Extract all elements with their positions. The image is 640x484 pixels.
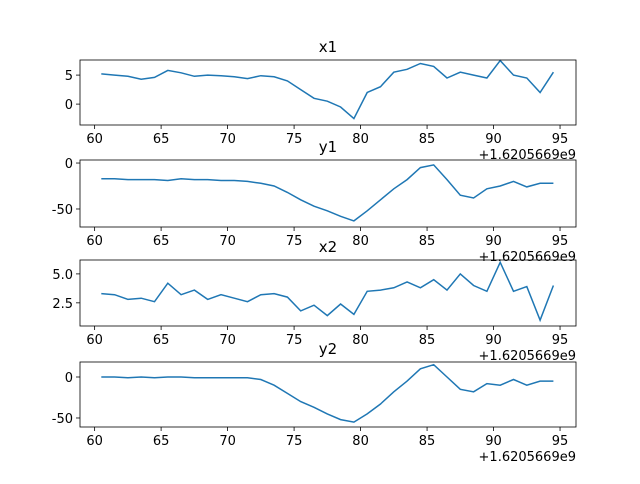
x-tick-label: 80 (352, 234, 369, 249)
y-tick-label: 2.5 (52, 297, 73, 312)
y-tick-label: 0 (65, 371, 73, 386)
x-tick-label: 75 (286, 434, 303, 449)
subplot-title: y1 (319, 138, 337, 156)
x-tick-label: 90 (485, 132, 502, 147)
x-tick-label: 75 (286, 333, 303, 348)
x-tick-label: 95 (552, 132, 569, 147)
x-tick-label: 65 (153, 234, 170, 249)
x-tick-label: 60 (86, 333, 103, 348)
y-tick-label: 0 (65, 98, 73, 113)
x-tick-label: 65 (153, 132, 170, 147)
x-tick-label: 90 (485, 333, 502, 348)
y-tick-label: 0 (65, 157, 73, 172)
x-tick-label: 70 (219, 434, 236, 449)
axes-frame (79, 159, 577, 228)
y-tick-label: 5 (65, 69, 73, 84)
x-tick-label: 80 (352, 132, 369, 147)
x-tick-label: 70 (219, 132, 236, 147)
x-tick-label: 60 (86, 234, 103, 249)
axes-frame (79, 59, 577, 126)
x-tick-label: 75 (286, 132, 303, 147)
x-tick-label: 80 (352, 434, 369, 449)
x-tick-label: 80 (352, 333, 369, 348)
x-offset-label: +1.6205669e9 (479, 450, 576, 465)
y-tick-label: 5.0 (52, 268, 73, 283)
data-line (101, 59, 555, 120)
subplot-title: y2 (319, 340, 337, 358)
axes-frame (79, 361, 577, 428)
x-tick-label: 95 (552, 234, 569, 249)
x-offset-label: +1.6205669e9 (479, 250, 576, 265)
x-tick-label: 85 (419, 333, 436, 348)
x-tick-label: 90 (485, 434, 502, 449)
data-line (101, 363, 554, 423)
subplot-title: x2 (319, 238, 337, 256)
x-tick-label: 85 (419, 434, 436, 449)
y-tick-label: -50 (52, 203, 73, 218)
x-tick-label: 90 (485, 234, 502, 249)
x-tick-label: 65 (153, 434, 170, 449)
data-line (101, 164, 554, 222)
x-tick-label: 60 (86, 434, 103, 449)
x-tick-label: 70 (219, 333, 236, 348)
y-tick-label: -50 (52, 412, 73, 427)
x-tick-label: 65 (153, 333, 170, 348)
x-tick-label: 75 (286, 234, 303, 249)
subplot-title: x1 (319, 38, 337, 56)
x-tick-label: 85 (419, 132, 436, 147)
x-tick-label: 95 (552, 434, 569, 449)
x-tick-label: 85 (419, 234, 436, 249)
x-offset-label: +1.6205669e9 (479, 349, 576, 364)
x-offset-label: +1.6205669e9 (479, 148, 576, 163)
x-tick-label: 60 (86, 132, 103, 147)
x-tick-label: 70 (219, 234, 236, 249)
x-tick-label: 95 (552, 333, 569, 348)
data-line (101, 260, 555, 323)
axes-frame (79, 259, 577, 327)
